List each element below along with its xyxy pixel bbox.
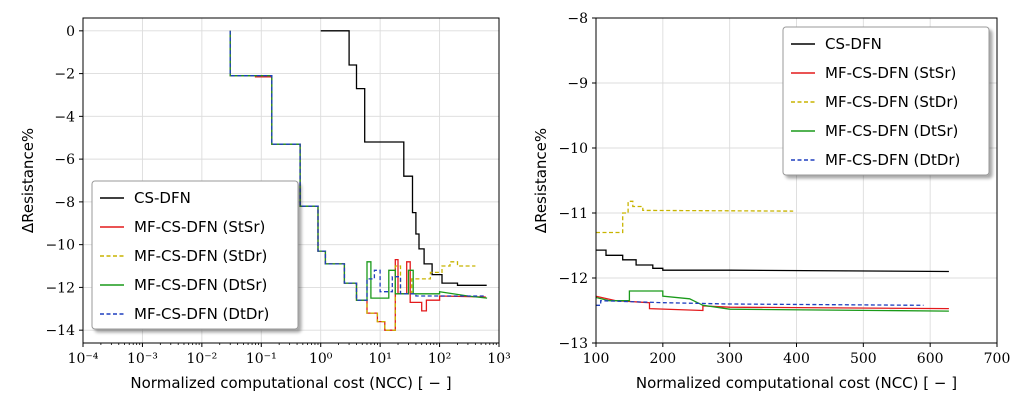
series-line-4 <box>596 300 924 306</box>
x-axis-label: Normalized computational cost (NCC) [ − … <box>636 374 957 392</box>
y-tick-label: −8 <box>567 11 588 27</box>
y-tick-label: 0 <box>66 24 75 40</box>
axes-frame <box>82 17 500 344</box>
legend: CS-DFN MF-CS-DFN (StSr) MF-CS-DFN (StDr) MF… <box>91 180 299 330</box>
legend-label-2: MF-CS-DFN (StDr) <box>825 93 958 111</box>
x-tick-label: 10⁻² <box>186 351 217 367</box>
y-axis-label: ΔResistance% <box>532 128 550 233</box>
legend-label-0: CS-DFN <box>134 189 191 207</box>
y-tick-label: −11 <box>558 206 588 222</box>
y-tick-label: −10 <box>45 238 75 254</box>
legend-label-1: MF-CS-DFN (StSr) <box>825 64 956 82</box>
x-tick-label: 10⁰ <box>309 351 333 367</box>
y-tick-label: −10 <box>558 141 588 157</box>
y-tick-label: −4 <box>54 109 75 125</box>
chart-right: 100 200 300 400 500 600 700 −8 −9 −10 −11 −12 −13 Nor… <box>532 11 1010 392</box>
ticks: 10⁻⁴ 10⁻³ 10⁻² 10⁻¹ 10⁰ 10¹ 10² 10³ 0 −2 −4 −6 −8 −10… <box>45 24 510 367</box>
y-tick-label: −12 <box>45 280 75 296</box>
y-tick-label: −6 <box>54 152 75 168</box>
legend-box <box>782 26 990 176</box>
y-axis-label: ΔResistance% <box>19 128 37 233</box>
series-line-0 <box>596 249 949 273</box>
y-tick-label: −13 <box>558 336 588 352</box>
x-tick-label: 10² <box>428 351 451 367</box>
legend: CS-DFN MF-CS-DFN (StSr) MF-CS-DFN (StDr) MF… <box>782 26 990 176</box>
legend-label-2: MF-CS-DFN (StDr) <box>134 247 267 265</box>
plot-area <box>229 30 488 331</box>
legend-label-4: MF-CS-DFN (DtDr) <box>825 151 960 169</box>
x-axis-label: Normalized computational cost (NCC) [ − … <box>130 374 451 392</box>
x-tick-label: 10⁻¹ <box>246 351 277 367</box>
series-line-0 <box>320 30 487 286</box>
y-tick-label: −12 <box>558 271 588 287</box>
y-tick-label: −14 <box>45 323 75 339</box>
x-tick-label: 400 <box>783 351 810 367</box>
x-tick-label: 500 <box>850 351 877 367</box>
y-tick-label: −2 <box>54 67 75 83</box>
x-tick-label: 10¹ <box>368 351 391 367</box>
plot-area <box>596 200 949 312</box>
x-tick-label: 10⁻³ <box>127 351 158 367</box>
legend-box <box>91 180 299 330</box>
y-tick-label: −8 <box>54 195 75 211</box>
x-tick-label: 200 <box>649 351 676 367</box>
x-tick-label: 300 <box>716 351 743 367</box>
x-tick-label: 600 <box>917 351 944 367</box>
x-tick-label: 10³ <box>487 351 510 367</box>
legend-label-3: MF-CS-DFN (DtSr) <box>134 276 267 294</box>
legend-label-0: CS-DFN <box>825 35 882 53</box>
ticks: 100 200 300 400 500 600 700 −8 −9 −10 −11 −12 −13 <box>558 11 1010 367</box>
y-tick-label: −9 <box>567 76 588 92</box>
series-line-2 <box>596 200 794 234</box>
x-tick-label: 10⁻⁴ <box>68 351 99 367</box>
legend-label-4: MF-CS-DFN (DtDr) <box>134 305 269 323</box>
x-tick-label: 700 <box>984 351 1011 367</box>
x-tick-label: 100 <box>583 351 610 367</box>
legend-label-3: MF-CS-DFN (DtSr) <box>825 122 958 140</box>
series-line-1 <box>596 295 949 312</box>
chart-left: 10⁻⁴ 10⁻³ 10⁻² 10⁻¹ 10⁰ 10¹ 10² 10³ 0 −2 −4 −6 −8 −10… <box>19 17 511 392</box>
series-line-4 <box>229 30 486 301</box>
legend-label-1: MF-CS-DFN (StSr) <box>134 218 265 236</box>
